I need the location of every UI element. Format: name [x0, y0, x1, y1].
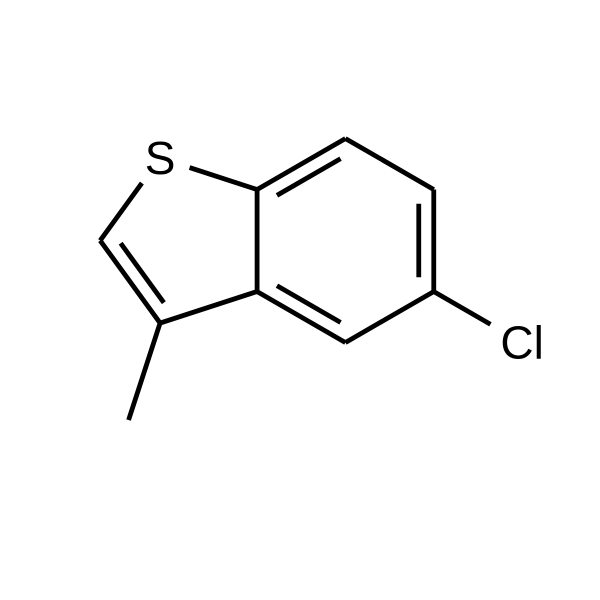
bond-line [129, 323, 161, 420]
bond-line [277, 159, 341, 196]
bond-line [160, 292, 257, 324]
bond-line [345, 292, 433, 343]
bond-line [277, 286, 341, 323]
atom-label-s: S [145, 132, 176, 184]
atom-label-cl: Cl [500, 317, 543, 369]
molecule-structure: S Cl [0, 0, 600, 600]
bond-line [190, 168, 258, 190]
bond-line [345, 139, 433, 190]
bond-line [121, 243, 164, 302]
bond-line [434, 292, 491, 325]
bond-line [100, 183, 142, 240]
